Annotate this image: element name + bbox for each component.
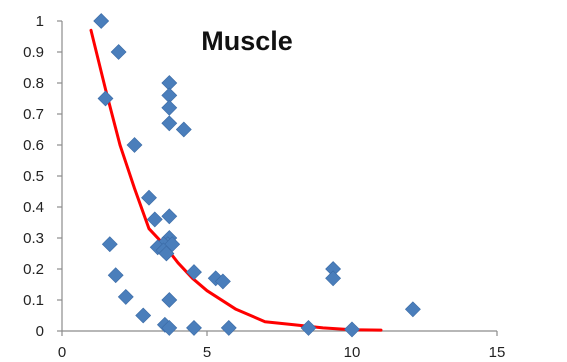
data-point [135,307,152,324]
data-point [93,13,110,29]
y-tick-label: 0.7 [23,106,44,123]
data-point [325,270,342,287]
x-tick-label: 0 [58,344,66,361]
data-point [344,321,360,338]
data-point [126,137,143,153]
y-tick-label: 0.3 [23,230,44,247]
y-axis-tick-labels: 0 0.1 0.2 0.3 0.4 0.5 0.6 0.7 0.8 0.9 1 [23,13,44,340]
y-tick-label: 0.4 [23,199,44,216]
data-point [220,319,237,336]
data-point [300,319,317,336]
data-point [158,245,175,262]
data-point [161,292,178,308]
x-tick-label: 5 [203,344,211,361]
data-point [107,267,124,284]
data-point [97,90,114,107]
y-tick-label: 0.2 [23,261,44,278]
data-point [161,319,178,336]
y-axis-ticks [57,20,62,332]
data-points [93,13,421,338]
y-tick-label: 0.1 [23,292,44,309]
data-point [404,301,421,318]
trend-line-group [89,28,383,332]
y-tick-label: 0.9 [23,44,44,61]
x-tick-label: 10 [344,344,361,361]
x-axis-ticks [61,331,498,336]
axes [61,21,497,332]
data-point [117,288,134,305]
data-point [161,115,178,132]
y-tick-label: 1 [36,13,44,30]
data-point [161,99,178,116]
trend-line [89,28,383,332]
y-tick-label: 0.6 [23,137,44,154]
y-tick-label: 0.5 [23,168,44,185]
data-point [161,208,178,225]
data-point [110,44,127,60]
x-axis-tick-labels: 0 5 10 15 [58,344,506,361]
data-point [214,273,231,290]
data-point [146,211,163,228]
data-point [101,236,118,253]
y-tick-label: 0.8 [23,75,44,92]
data-point [175,121,192,138]
data-point [186,319,202,336]
y-tick-label: 0 [36,323,44,340]
chart-title: Muscle [201,26,293,56]
data-point [141,189,157,206]
data-point [186,264,202,281]
x-tick-label: 15 [489,344,506,361]
